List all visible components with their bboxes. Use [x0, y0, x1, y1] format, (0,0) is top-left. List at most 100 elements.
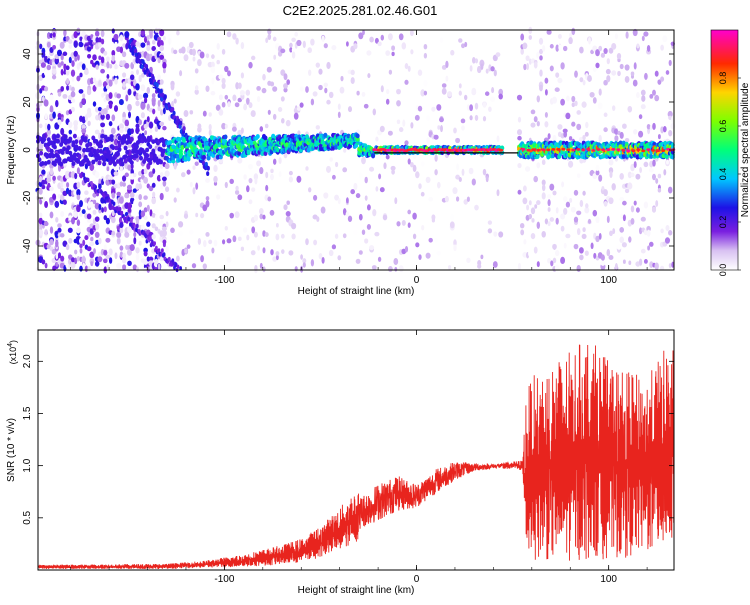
spectrogram-cell: [161, 248, 164, 253]
spectrogram-cell: [59, 233, 65, 238]
spectrogram-cell: [584, 131, 589, 137]
spectrogram-x-tick-label: 0: [414, 275, 420, 286]
spectrogram-cell: [79, 211, 83, 217]
spectrogram-cell: [52, 193, 57, 200]
spectrogram-cell: [191, 263, 197, 269]
spectrogram-cell: [523, 63, 527, 71]
spectrogram-cell: [480, 254, 484, 260]
spectrogram-cell: [643, 259, 648, 264]
spectrogram-cell: [145, 147, 150, 153]
spectrogram-cell: [570, 206, 576, 213]
spectrogram-cell: [648, 167, 654, 173]
spectrogram-cell: [305, 166, 309, 171]
spectrogram-cell: [108, 79, 113, 87]
spectrogram-cell: [92, 77, 97, 83]
spectrogram-cell: [517, 116, 522, 123]
spectrogram-cell: [562, 128, 568, 134]
spectrogram-cell: [636, 43, 640, 49]
spectrogram-cell: [342, 167, 348, 173]
spectrogram-cell: [445, 60, 449, 69]
spectrogram-cell: [41, 259, 46, 265]
spectrogram-cell: [87, 266, 91, 272]
spectrogram-cell: [307, 47, 312, 54]
spectrogram-cell: [124, 62, 130, 69]
spectrogram-cell: [159, 256, 164, 262]
spectrogram-cell: [546, 148, 551, 152]
spectrogram-cell: [474, 58, 479, 64]
spectrogram-cell: [606, 215, 610, 224]
spectrogram-cell: [105, 113, 111, 121]
spectrogram-cell: [135, 194, 140, 200]
spectrogram-cell: [566, 95, 570, 102]
spectrogram-cell: [92, 85, 97, 92]
spectrogram-cell: [134, 48, 138, 54]
spectrogram-cell: [536, 121, 540, 127]
spectrogram-cell: [266, 66, 272, 73]
spectrogram-cell: [346, 133, 351, 139]
spectrogram-cell: [576, 123, 582, 131]
spectrogram-cell: [111, 114, 116, 122]
spectrogram-cell: [52, 175, 56, 181]
spectrogram-cell: [588, 37, 591, 45]
spectrogram-cell: [372, 209, 377, 217]
spectrogram-cell: [632, 28, 638, 37]
spectrogram-cell: [597, 102, 603, 110]
spectrogram-cell: [134, 153, 139, 159]
spectrogram-cell: [659, 265, 665, 271]
spectrogram-cell: [70, 69, 76, 77]
spectrogram-cell: [123, 145, 128, 151]
spectrogram-cell: [657, 173, 662, 179]
spectrogram-cell: [99, 139, 103, 145]
spectrogram-cell: [493, 231, 498, 237]
spectrogram-cell: [259, 126, 264, 132]
colorbar-tick-label: 0.6: [718, 120, 728, 133]
spectrogram-cell: [407, 65, 411, 72]
spectrogram-cell: [541, 159, 546, 166]
spectrogram-cell: [627, 106, 633, 112]
spectrogram-cell: [563, 207, 568, 215]
spectrogram-cell: [291, 51, 296, 59]
spectrogram-cell: [192, 165, 196, 170]
spectrogram-cell: [488, 106, 492, 112]
spectrogram-cell: [641, 95, 646, 102]
spectrogram-cell: [130, 70, 134, 76]
spectrogram-cell: [106, 74, 110, 80]
spectrogram-cell: [240, 42, 245, 50]
spectrogram-x-tick-label: -100: [214, 275, 234, 286]
spectrogram-cell: [663, 169, 667, 176]
spectrogram-cell: [100, 114, 105, 120]
spectrogram-cell: [92, 192, 97, 198]
spectrogram-cell: [536, 162, 541, 169]
spectrogram-cell: [621, 148, 626, 152]
spectrogram-cell: [84, 190, 89, 196]
spectrogram-cell: [616, 52, 622, 60]
spectrogram-cell: [423, 90, 428, 96]
spectrogram-cell: [43, 221, 49, 227]
spectrogram-cell: [318, 68, 323, 75]
spectrogram-cell: [95, 148, 100, 154]
spectrogram-cell: [533, 246, 538, 254]
spectrogram-cell: [533, 175, 538, 183]
spectrogram-cell: [300, 265, 304, 273]
spectrogram-cell: [205, 145, 210, 150]
spectrogram-cell: [296, 175, 302, 183]
spectrogram-cell: [568, 37, 573, 45]
spectrogram-cell: [275, 254, 279, 261]
spectrogram-cell: [194, 68, 199, 74]
spectrogram-cell: [59, 41, 65, 49]
spectrogram-cell: [589, 91, 595, 98]
spectrogram-cell: [149, 154, 154, 159]
spectrogram-cell: [415, 242, 420, 248]
spectrogram-cell: [189, 181, 193, 188]
spectrogram-cell: [643, 161, 649, 168]
spectrogram-cell: [157, 248, 161, 253]
spectrogram-cell: [310, 98, 315, 106]
spectrogram-cell: [595, 49, 600, 57]
spectrogram-cell: [55, 262, 59, 267]
spectrogram-cell: [578, 247, 584, 254]
spectrogram-cell: [418, 183, 422, 190]
spectrogram-cell: [522, 42, 528, 50]
spectrogram-cell: [590, 242, 594, 250]
spectrogram-cell: [321, 35, 325, 42]
snr-y-axis-label: SNR (10 * v/v): [6, 418, 17, 482]
